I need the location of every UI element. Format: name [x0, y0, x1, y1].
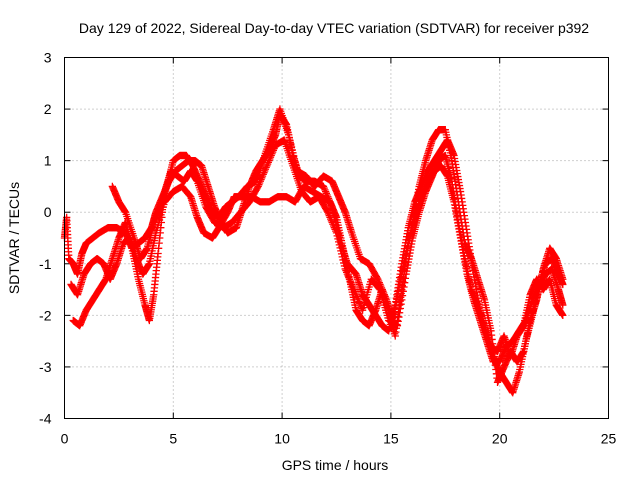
x-tick-label: 10	[274, 431, 290, 447]
x-axis-label: GPS time / hours	[282, 457, 389, 473]
y-tick-label: -3	[39, 359, 52, 375]
x-tick-label: 15	[383, 431, 399, 447]
y-tick-label: 0	[44, 204, 52, 220]
y-tick-label: 3	[44, 50, 52, 66]
x-tick-label: 5	[169, 431, 177, 447]
y-axis-label: SDTVAR / TECUs	[6, 182, 22, 294]
data-marks	[60, 105, 567, 397]
y-tick-label: 1	[44, 153, 52, 169]
y-tick-label: -1	[39, 256, 52, 272]
y-tick-label: -4	[39, 411, 52, 427]
data-point	[559, 301, 567, 309]
x-tick-label: 25	[601, 431, 617, 447]
chart-title: Day 129 of 2022, Sidereal Day-to-day VTE…	[79, 20, 589, 36]
axis-tick-labels: 0 5 10 15 20 25 -4 -3 -2 -1 0 1 2 3	[39, 50, 616, 447]
y-tick-label: -2	[39, 307, 52, 323]
y-tick-label: 2	[44, 101, 52, 117]
x-tick-label: 20	[492, 431, 508, 447]
x-tick-label: 0	[61, 431, 69, 447]
